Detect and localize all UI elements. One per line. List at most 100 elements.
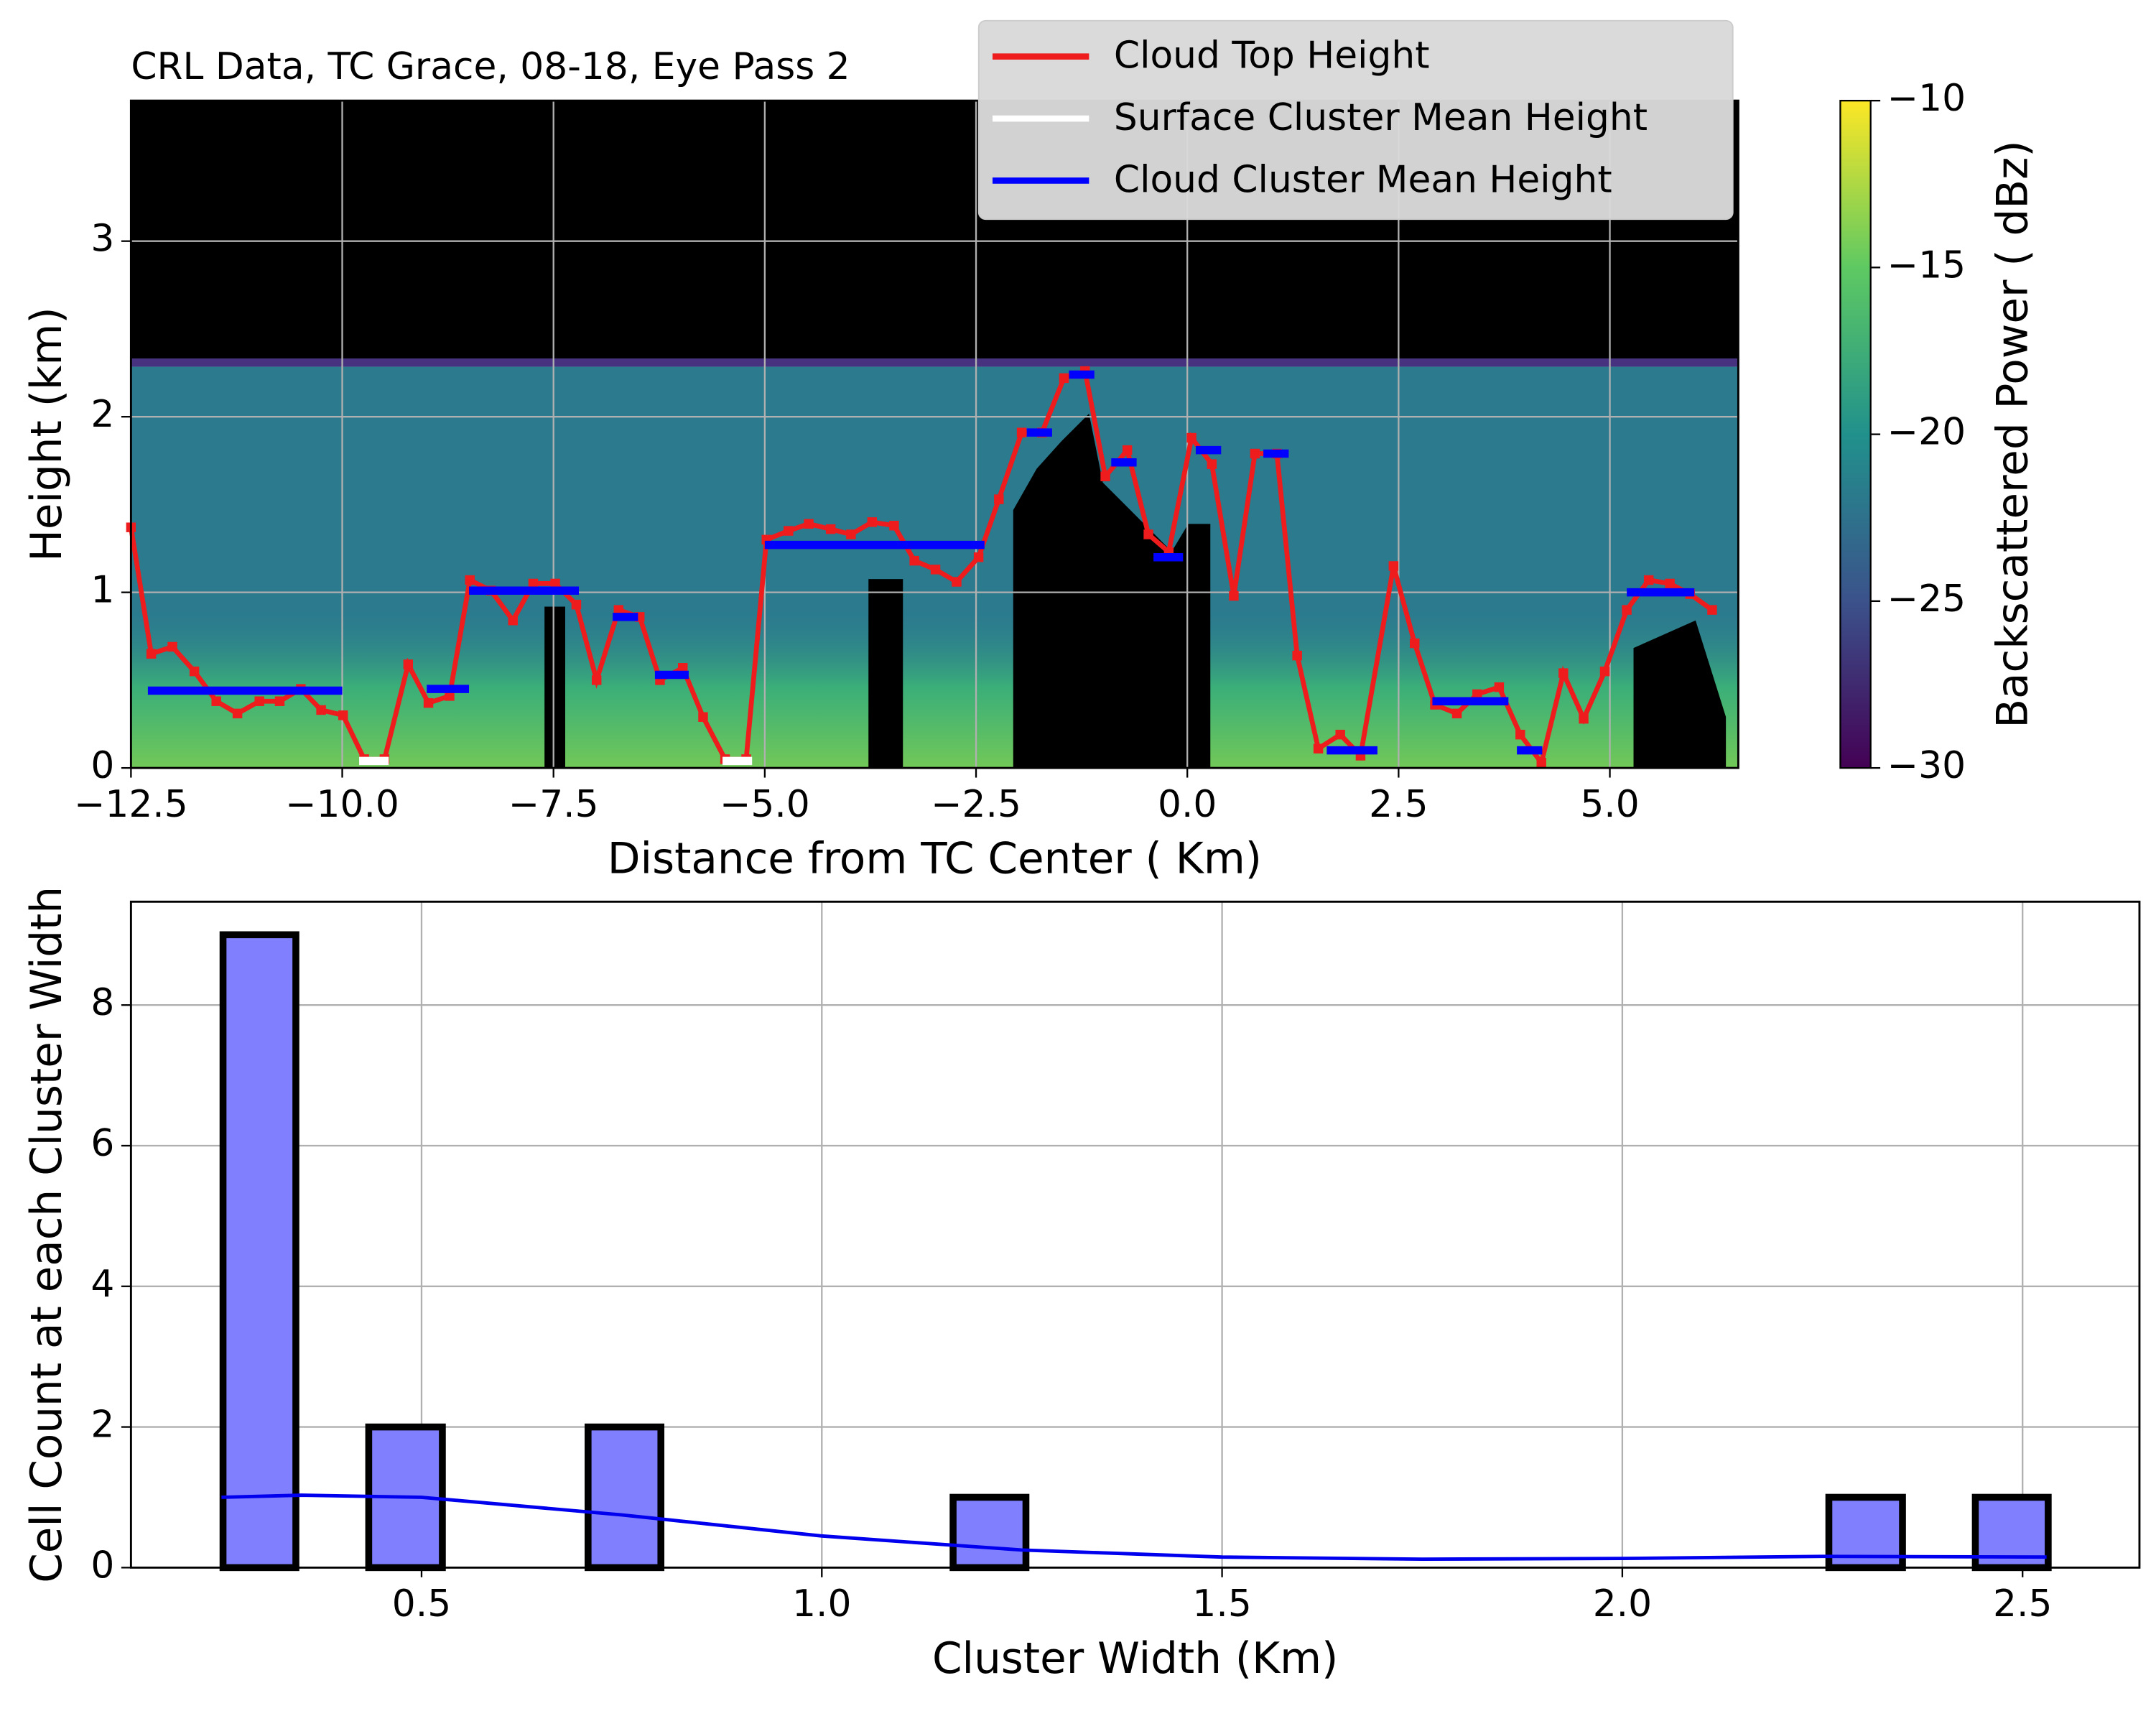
cloud-top-marker bbox=[1207, 459, 1217, 469]
cloud-top-marker bbox=[1335, 729, 1345, 740]
cloud-top-marker bbox=[1451, 708, 1462, 719]
cloud-top-marker bbox=[571, 600, 582, 610]
x-tick-label: 2.5 bbox=[1369, 783, 1428, 826]
y-axis-label: Height (km) bbox=[22, 307, 72, 561]
cloud-top-marker bbox=[1515, 729, 1525, 740]
cloud-top-marker bbox=[889, 521, 899, 531]
legend-box bbox=[977, 19, 1734, 221]
cloud-top-marker bbox=[254, 696, 264, 706]
cloud-top-marker bbox=[1059, 373, 1069, 384]
x-axis-label: Cluster Width (Km) bbox=[932, 1634, 1338, 1684]
cloud-top-marker bbox=[1707, 605, 1717, 615]
cloud-top-marker bbox=[423, 697, 434, 708]
y-tick-label: 3 bbox=[90, 218, 114, 261]
cloud-top-marker bbox=[1016, 427, 1027, 437]
cloud-top-marker bbox=[1536, 758, 1546, 768]
radar-chart: −12.5 −10.0 −7.5 −5.0 −2.5 0.0 2.5 5.0 0 1 2 3 Dista… bbox=[22, 19, 2037, 884]
cloud-top-marker bbox=[952, 577, 962, 587]
cloud-top-marker bbox=[1313, 743, 1324, 754]
cloud-top-marker bbox=[232, 708, 243, 719]
cloud-top-marker bbox=[1143, 529, 1153, 539]
cloud-top-marker bbox=[1186, 432, 1197, 443]
x-tick-label: 0.5 bbox=[392, 1582, 451, 1626]
cloud-top-marker bbox=[316, 705, 326, 715]
colorbar-scale bbox=[1839, 99, 1872, 769]
cloud-top-marker bbox=[1558, 668, 1569, 678]
cloud-top-marker bbox=[403, 659, 414, 669]
colorbar: −10 −15 −20 −25 −30 Backscattered Power ( dBz… bbox=[1839, 77, 2037, 787]
cloud-top-marker bbox=[1665, 578, 1675, 589]
cloud-top-marker bbox=[1388, 561, 1399, 571]
cloud-top-marker bbox=[146, 649, 157, 659]
plot-frame bbox=[129, 99, 1739, 769]
x-axis-label: Distance from TC Center ( Km) bbox=[608, 835, 1262, 884]
histogram-bar bbox=[585, 1423, 665, 1572]
chart-title: CRL Data, TC Grace, 08-18, Eye Pass 2 bbox=[131, 45, 850, 88]
cloud-top-marker bbox=[528, 578, 539, 589]
cloud-top-marker bbox=[167, 641, 177, 652]
y-tick-label: 0 bbox=[90, 1544, 114, 1587]
cloud-top-marker bbox=[274, 696, 285, 706]
cloud-top-marker bbox=[1579, 713, 1589, 724]
colorbar-tick-label: −25 bbox=[1887, 578, 1966, 621]
x-tick-label: −5.0 bbox=[720, 783, 810, 826]
colorbar-tick-label: −15 bbox=[1887, 244, 1966, 287]
x-tick-label: −2.5 bbox=[931, 783, 1021, 826]
cloud-top-marker bbox=[930, 565, 941, 575]
cloud-top-marker bbox=[973, 552, 984, 562]
cloud-top-marker bbox=[189, 666, 200, 677]
x-tick-label: −10.0 bbox=[285, 783, 399, 826]
cloud-top-marker bbox=[1643, 575, 1654, 585]
x-tick-label: 5.0 bbox=[1580, 783, 1639, 826]
cloud-top-marker bbox=[211, 696, 221, 706]
cloud-top-marker bbox=[1250, 448, 1260, 459]
colorbar-tick-label: −20 bbox=[1887, 411, 1966, 454]
legend-label: Cloud Top Height bbox=[1114, 34, 1430, 78]
x-tick-label: 2.5 bbox=[1993, 1582, 2052, 1626]
y-tick-label: 2 bbox=[90, 393, 114, 436]
y-tick-label: 2 bbox=[90, 1404, 114, 1447]
cloud-top-marker bbox=[784, 526, 794, 536]
y-tick-label: 8 bbox=[90, 981, 114, 1024]
x-tick-label: 1.5 bbox=[1192, 1582, 1251, 1626]
cloud-top-marker bbox=[1472, 689, 1482, 700]
colorbar-tick-label: −30 bbox=[1887, 744, 1966, 787]
y-tick-label: 6 bbox=[90, 1122, 114, 1165]
cloud-top-marker bbox=[994, 494, 1004, 504]
x-tick-label: 1.0 bbox=[792, 1582, 851, 1626]
cloud-top-marker bbox=[591, 675, 602, 685]
cloud-top-marker bbox=[1622, 605, 1632, 615]
x-tick-label: 2.0 bbox=[1593, 1582, 1652, 1626]
cloud-top-marker bbox=[1410, 638, 1420, 649]
cloud-top-marker bbox=[508, 616, 518, 626]
colorbar-label: Backscattered Power ( dBz) bbox=[1988, 140, 2037, 728]
x-tick-label: 0.0 bbox=[1158, 783, 1217, 826]
colorbar-tick-label: −10 bbox=[1887, 77, 1966, 120]
cloud-top-marker bbox=[846, 529, 856, 539]
legend-label: Cloud Cluster Mean Height bbox=[1114, 158, 1612, 201]
cloud-top-marker bbox=[550, 578, 560, 589]
histogram-bar bbox=[219, 931, 299, 1572]
cloud-top-marker bbox=[1292, 650, 1302, 661]
cloud-top-marker bbox=[804, 519, 814, 529]
legend-label: Surface Cluster Mean Height bbox=[1114, 96, 1648, 139]
y-tick-label: 1 bbox=[90, 569, 114, 612]
x-tick-label: −12.5 bbox=[74, 783, 188, 826]
y-tick-label: 4 bbox=[90, 1263, 114, 1306]
cloud-top-marker bbox=[867, 517, 878, 527]
cloud-top-marker bbox=[825, 524, 836, 534]
plot-frame bbox=[129, 900, 2141, 1569]
cloud-top-marker bbox=[678, 663, 688, 673]
y-tick-label: 0 bbox=[90, 744, 114, 787]
cloud-top-marker bbox=[1100, 471, 1110, 482]
cloud-top-marker bbox=[445, 691, 455, 701]
cloud-top-marker bbox=[1122, 445, 1133, 455]
histogram-chart: 0.5 1.0 1.5 2.0 2.5 0 2 4 6 8 Cluster Width (Km) Ce… bbox=[22, 886, 2141, 1684]
cloud-top-marker bbox=[613, 605, 624, 615]
histogram-bar bbox=[949, 1493, 1030, 1572]
cloud-top-marker bbox=[909, 555, 919, 566]
legend: Cloud Top Height Surface Cluster Mean Hei… bbox=[977, 19, 1734, 221]
x-tick-label: −7.5 bbox=[508, 783, 599, 826]
y-axis-label: Cell Count at each Cluster Width bbox=[22, 886, 72, 1583]
